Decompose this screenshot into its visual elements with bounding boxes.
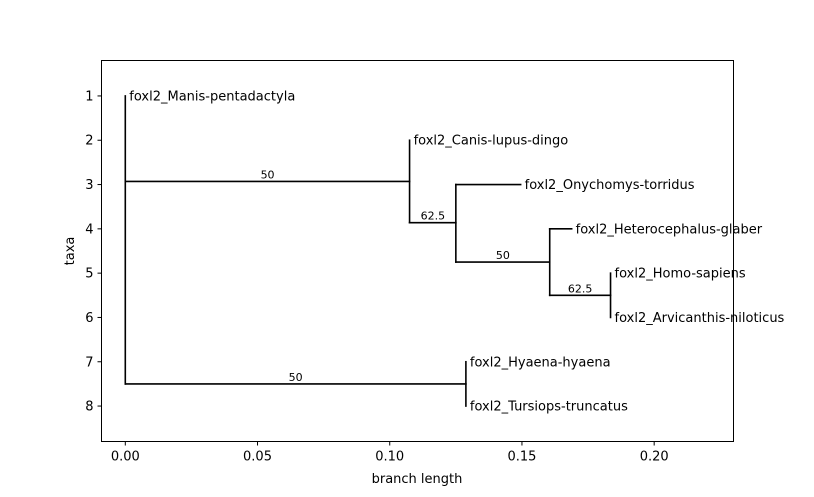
y-tick-label: 3 (85, 178, 93, 193)
taxon-label: foxl2_Homo-sapiens (615, 267, 746, 282)
y-tick-label: 5 (85, 267, 93, 282)
x-axis: 0.00 0.05 0.10 0.15 0.20 (111, 441, 669, 465)
plot-frame (101, 60, 734, 442)
y-tick-label: 4 (85, 222, 93, 237)
x-tick-label: 0.10 (375, 450, 404, 465)
x-tick-label: 0.05 (243, 450, 272, 465)
support-value-label: 62.5 (421, 210, 446, 223)
branches-layer (124, 95, 612, 407)
x-tick-label: 0.00 (111, 450, 140, 465)
support-value-label: 50 (261, 168, 275, 181)
support-value-label: 50 (289, 371, 303, 384)
taxon-label: foxl2_Heterocephalus-glaber (576, 222, 763, 237)
y-tick-label: 7 (85, 355, 93, 370)
taxon-label: foxl2_Tursiops-truncatus (470, 400, 628, 415)
y-tick-label: 8 (85, 400, 93, 415)
x-axis-title: branch length (372, 472, 463, 487)
taxon-label: foxl2_Hyaena-hyaena (470, 355, 611, 370)
x-tick-label: 0.20 (640, 450, 669, 465)
support-value-label: 62.5 (568, 282, 593, 295)
taxon-labels-layer: foxl2_Manis-pentadactyla foxl2_Canis-lupu… (129, 89, 784, 414)
y-tick-label: 2 (85, 134, 93, 149)
y-tick-label: 1 (85, 89, 93, 104)
support-value-label: 50 (496, 249, 510, 262)
x-tick-label: 0.15 (507, 450, 536, 465)
taxon-label: foxl2_Manis-pentadactyla (129, 89, 295, 104)
taxon-label: foxl2_Canis-lupus-dingo (414, 134, 569, 149)
y-axis: 1 2 3 4 5 6 7 8 (85, 89, 102, 415)
taxon-label: foxl2_Arvicanthis-niloticus (615, 311, 785, 326)
y-tick-label: 6 (85, 311, 93, 326)
y-axis-title: taxa (63, 237, 78, 266)
support-values-layer: 50 62.5 50 62.5 50 (261, 168, 593, 383)
taxon-label: foxl2_Onychomys-torridus (525, 178, 695, 193)
